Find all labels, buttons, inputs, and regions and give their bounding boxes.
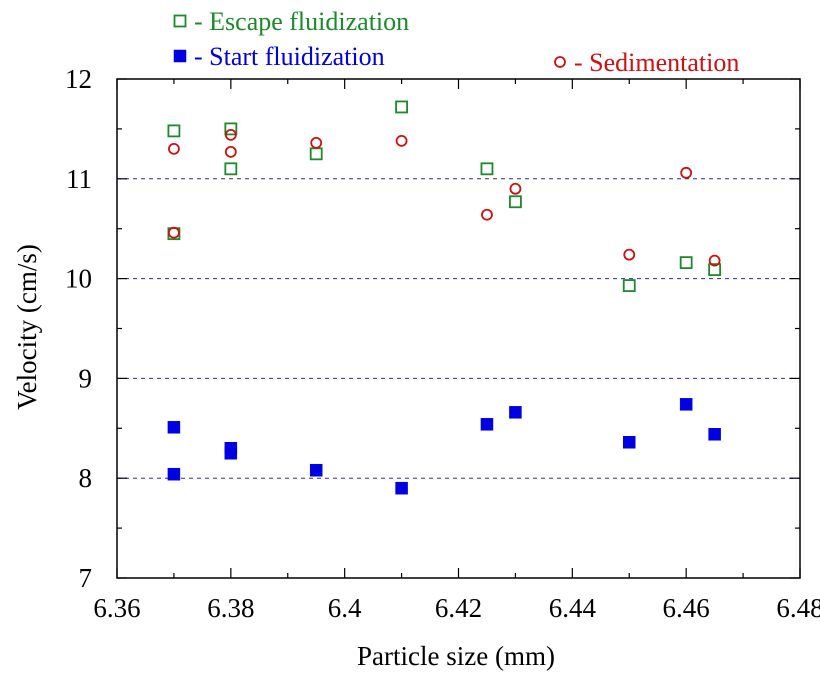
- grid-layer: [117, 178, 800, 479]
- legend-label: - Sedimentation: [574, 48, 739, 77]
- data-point-series-1: [708, 428, 721, 441]
- data-point-series-0: [167, 124, 181, 138]
- x-tick-label: 6.48: [776, 593, 820, 623]
- data-point-series-2: [224, 128, 237, 141]
- data-point-series-2: [680, 166, 693, 179]
- data-point-series-1: [167, 467, 181, 481]
- tick-layer: [116, 78, 801, 579]
- y-tick-label: 7: [79, 563, 93, 593]
- x-tick-label: 6.38: [207, 593, 254, 623]
- legend: - Escape fluidization - Start fluidizatio…: [173, 7, 739, 77]
- data-point-series-1: [623, 436, 636, 449]
- data-point-series-2: [310, 136, 323, 149]
- x-tick-label: 6.42: [435, 593, 482, 623]
- data-point-series-0: [480, 162, 494, 176]
- data-point-series-0: [309, 147, 323, 161]
- data-markers: [167, 100, 722, 495]
- legend-label: - Start fluidization: [194, 42, 385, 71]
- legend-marker: [173, 49, 187, 63]
- data-point-series-2: [224, 145, 237, 158]
- x-tick-label: 6.44: [549, 593, 597, 623]
- data-point-series-1: [167, 421, 181, 434]
- data-point-series-2: [623, 248, 636, 261]
- x-axis-title: Particle size (mm): [357, 641, 555, 671]
- x-tick-label: 6.46: [663, 593, 710, 623]
- legend-marker: [554, 56, 566, 68]
- data-point-series-0: [622, 279, 636, 292]
- data-point-series-0: [708, 263, 722, 277]
- plot-frame: [116, 78, 801, 579]
- tick-labels: 6.36 6.38 6.4 6.42 6.44 6.46 6.48 7 8 9 10 11 12: [65, 64, 820, 623]
- data-point-series-0: [224, 162, 238, 176]
- data-point-series-1: [509, 406, 522, 419]
- data-point-series-2: [168, 226, 180, 239]
- data-point-series-1: [679, 398, 693, 411]
- y-tick-label: 9: [79, 363, 93, 393]
- legend-marker: [173, 14, 187, 28]
- data-point-series-1: [309, 463, 323, 477]
- x-tick-label: 6.4: [328, 593, 362, 623]
- y-tick-label: 10: [65, 264, 92, 294]
- data-point-series-2: [708, 254, 721, 267]
- y-tick-label: 12: [65, 64, 92, 94]
- legend-label: - Escape fluidization: [194, 7, 409, 36]
- data-point-series-1: [224, 447, 238, 460]
- data-point-series-2: [168, 142, 180, 155]
- data-point-series-2: [395, 134, 408, 147]
- data-point-series-2: [509, 182, 522, 195]
- data-point-series-1: [480, 418, 494, 431]
- data-point-series-0: [395, 100, 408, 114]
- data-point-series-2: [481, 208, 493, 221]
- data-point-series-0: [679, 256, 693, 270]
- data-point-series-1: [395, 481, 408, 495]
- y-axis-title: Velocity (cm/s): [12, 244, 42, 410]
- x-tick-label: 6.36: [93, 593, 140, 623]
- y-tick-label: 11: [66, 164, 92, 194]
- data-point-series-0: [224, 122, 238, 136]
- data-point-series-0: [509, 195, 522, 209]
- y-tick-label: 8: [79, 463, 93, 493]
